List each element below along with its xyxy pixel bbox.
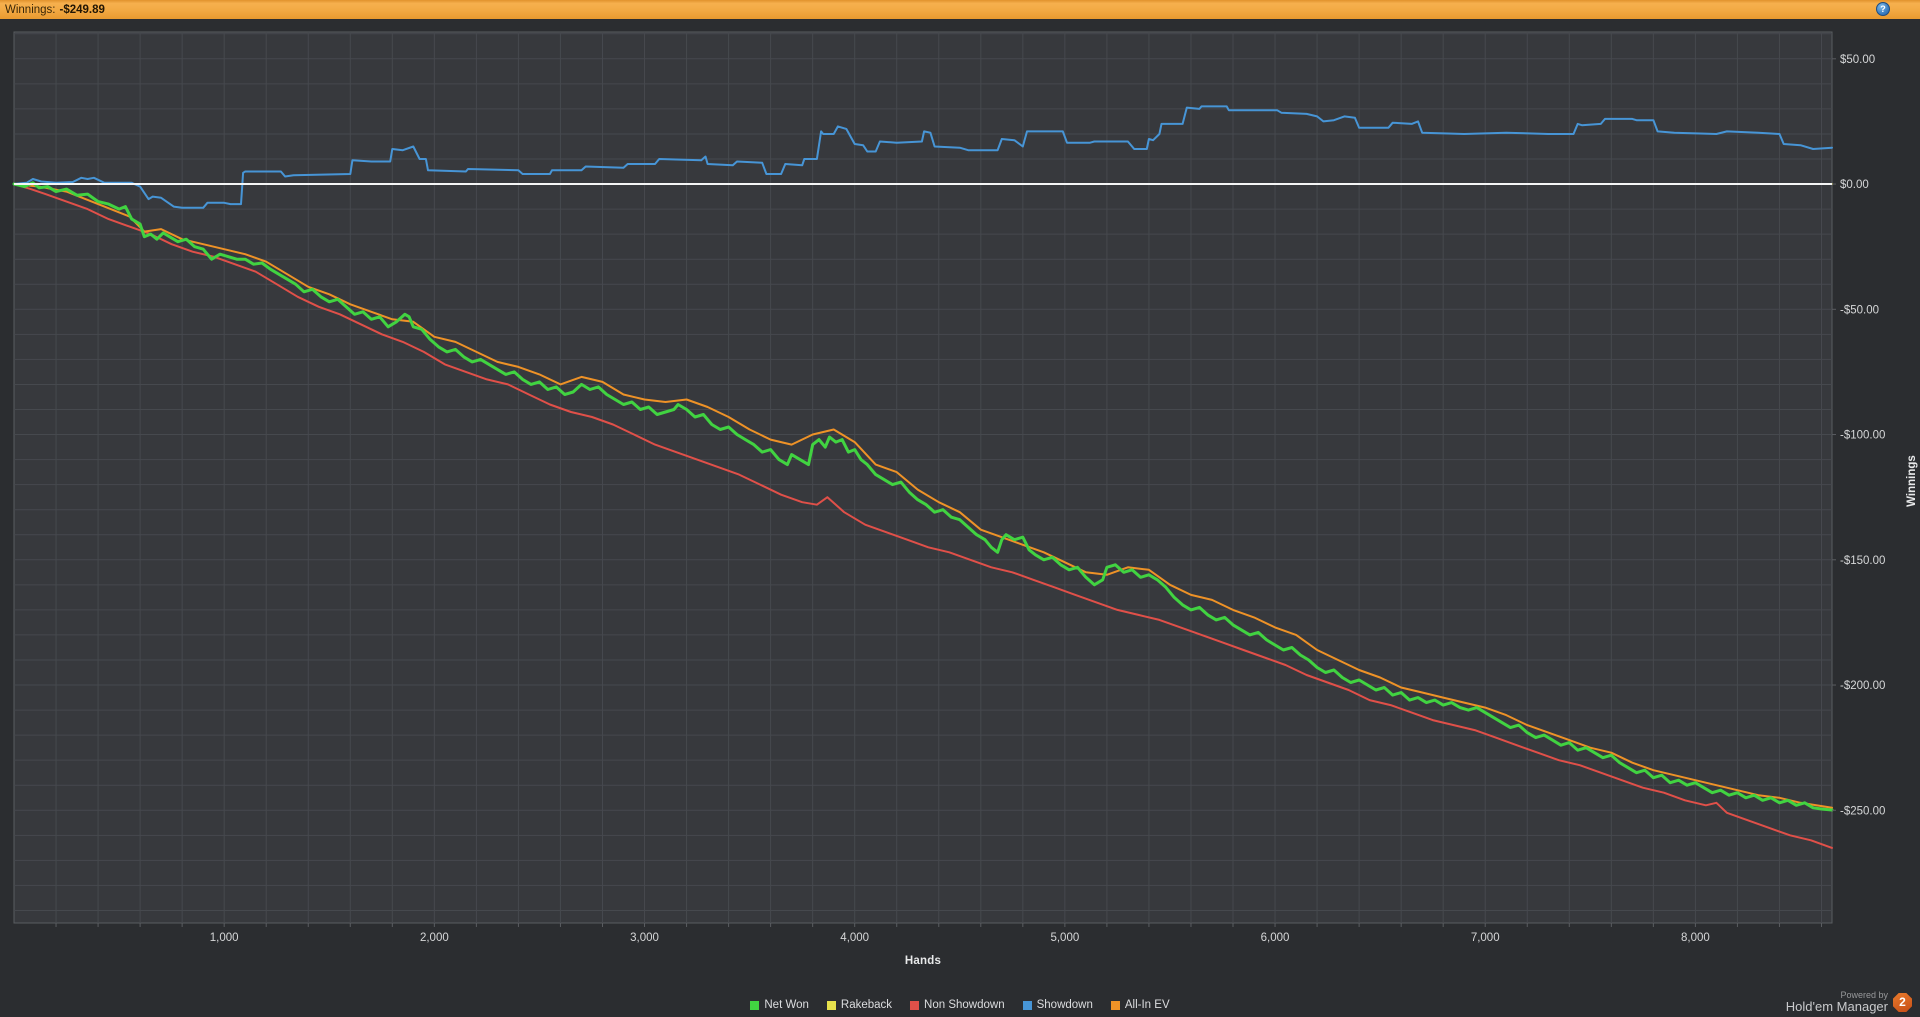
chart-plot-area[interactable]: 1,000 2,000 3,000 4,000 5,000 6,000 7,000 8,000… [0, 19, 1920, 1017]
x-tick-label: 4,000 [840, 932, 869, 944]
y-tick-label: -$250.00 [1840, 805, 1885, 817]
legend-item-non-showdown[interactable]: Non Showdown [910, 999, 1005, 1011]
brand-footer: Powered by Hold'em Manager 2 [1785, 989, 1912, 1015]
legend-swatch-net-won [750, 1000, 760, 1010]
legend-swatch-all-in-ev [1110, 1000, 1120, 1010]
titlebar: Winnings: -$249.89 ? [0, 0, 1920, 19]
plot-background [13, 31, 1833, 924]
x-axis-title: Hands [904, 955, 942, 967]
series-line-net-won [12, 181, 1834, 812]
chart-legend: Net Won Rakeback Non Showdown Showdown All-I… [0, 999, 1920, 1011]
y-axis-title: Winnings [1905, 455, 1918, 507]
legend-item-rakeback[interactable]: Rakeback [826, 999, 893, 1011]
winnings-title-label: Winnings: [5, 3, 56, 16]
hm2-logo-icon: 2 [1893, 992, 1912, 1012]
legend-label-non-showdown: Non Showdown [924, 999, 1005, 1011]
y-tick-label: $0.00 [1840, 179, 1869, 191]
legend-label-all-in-ev: All-In EV [1124, 999, 1170, 1011]
legend-item-net-won[interactable]: Net Won [750, 999, 809, 1011]
x-tick-label: 3,000 [630, 932, 659, 944]
series-line-all-in-ev [13, 183, 1833, 809]
x-tick-label: 7,000 [1471, 932, 1500, 944]
series-line-non-showdown [13, 183, 1833, 849]
y-tick-label: $50.00 [1840, 54, 1875, 66]
y-tick-label: -$150.00 [1840, 555, 1885, 567]
winnings-title-value: -$249.89 [59, 3, 105, 16]
y-tick-label: -$200.00 [1840, 680, 1885, 692]
legend-item-all-in-ev[interactable]: All-In EV [1110, 999, 1170, 1011]
legend-label-rakeback: Rakeback [840, 999, 893, 1011]
x-tick-label: 2,000 [420, 932, 449, 944]
help-icon[interactable]: ? [1876, 2, 1890, 16]
legend-swatch-rakeback [826, 1000, 836, 1010]
x-tick-label: 1,000 [210, 932, 239, 944]
x-tick-label: 6,000 [1261, 932, 1290, 944]
legend-swatch-non-showdown [910, 1000, 920, 1010]
x-tick-label: 5,000 [1050, 932, 1079, 944]
winnings-chart: 1,000 2,000 3,000 4,000 5,000 6,000 7,000 8,000… [0, 19, 1920, 1017]
x-tick-label: 8,000 [1681, 932, 1710, 944]
powered-by-text: Powered by [1840, 989, 1888, 1000]
brand-name-text: Hold'em Manager [1785, 999, 1888, 1015]
y-tick-label: -$100.00 [1840, 430, 1885, 442]
legend-label-net-won: Net Won [764, 999, 809, 1011]
y-tick-label: -$50.00 [1840, 304, 1879, 316]
legend-swatch-showdown [1022, 1000, 1032, 1010]
legend-item-showdown[interactable]: Showdown [1022, 999, 1093, 1011]
series-line-showdown [13, 105, 1833, 209]
legend-label-showdown: Showdown [1036, 999, 1093, 1011]
